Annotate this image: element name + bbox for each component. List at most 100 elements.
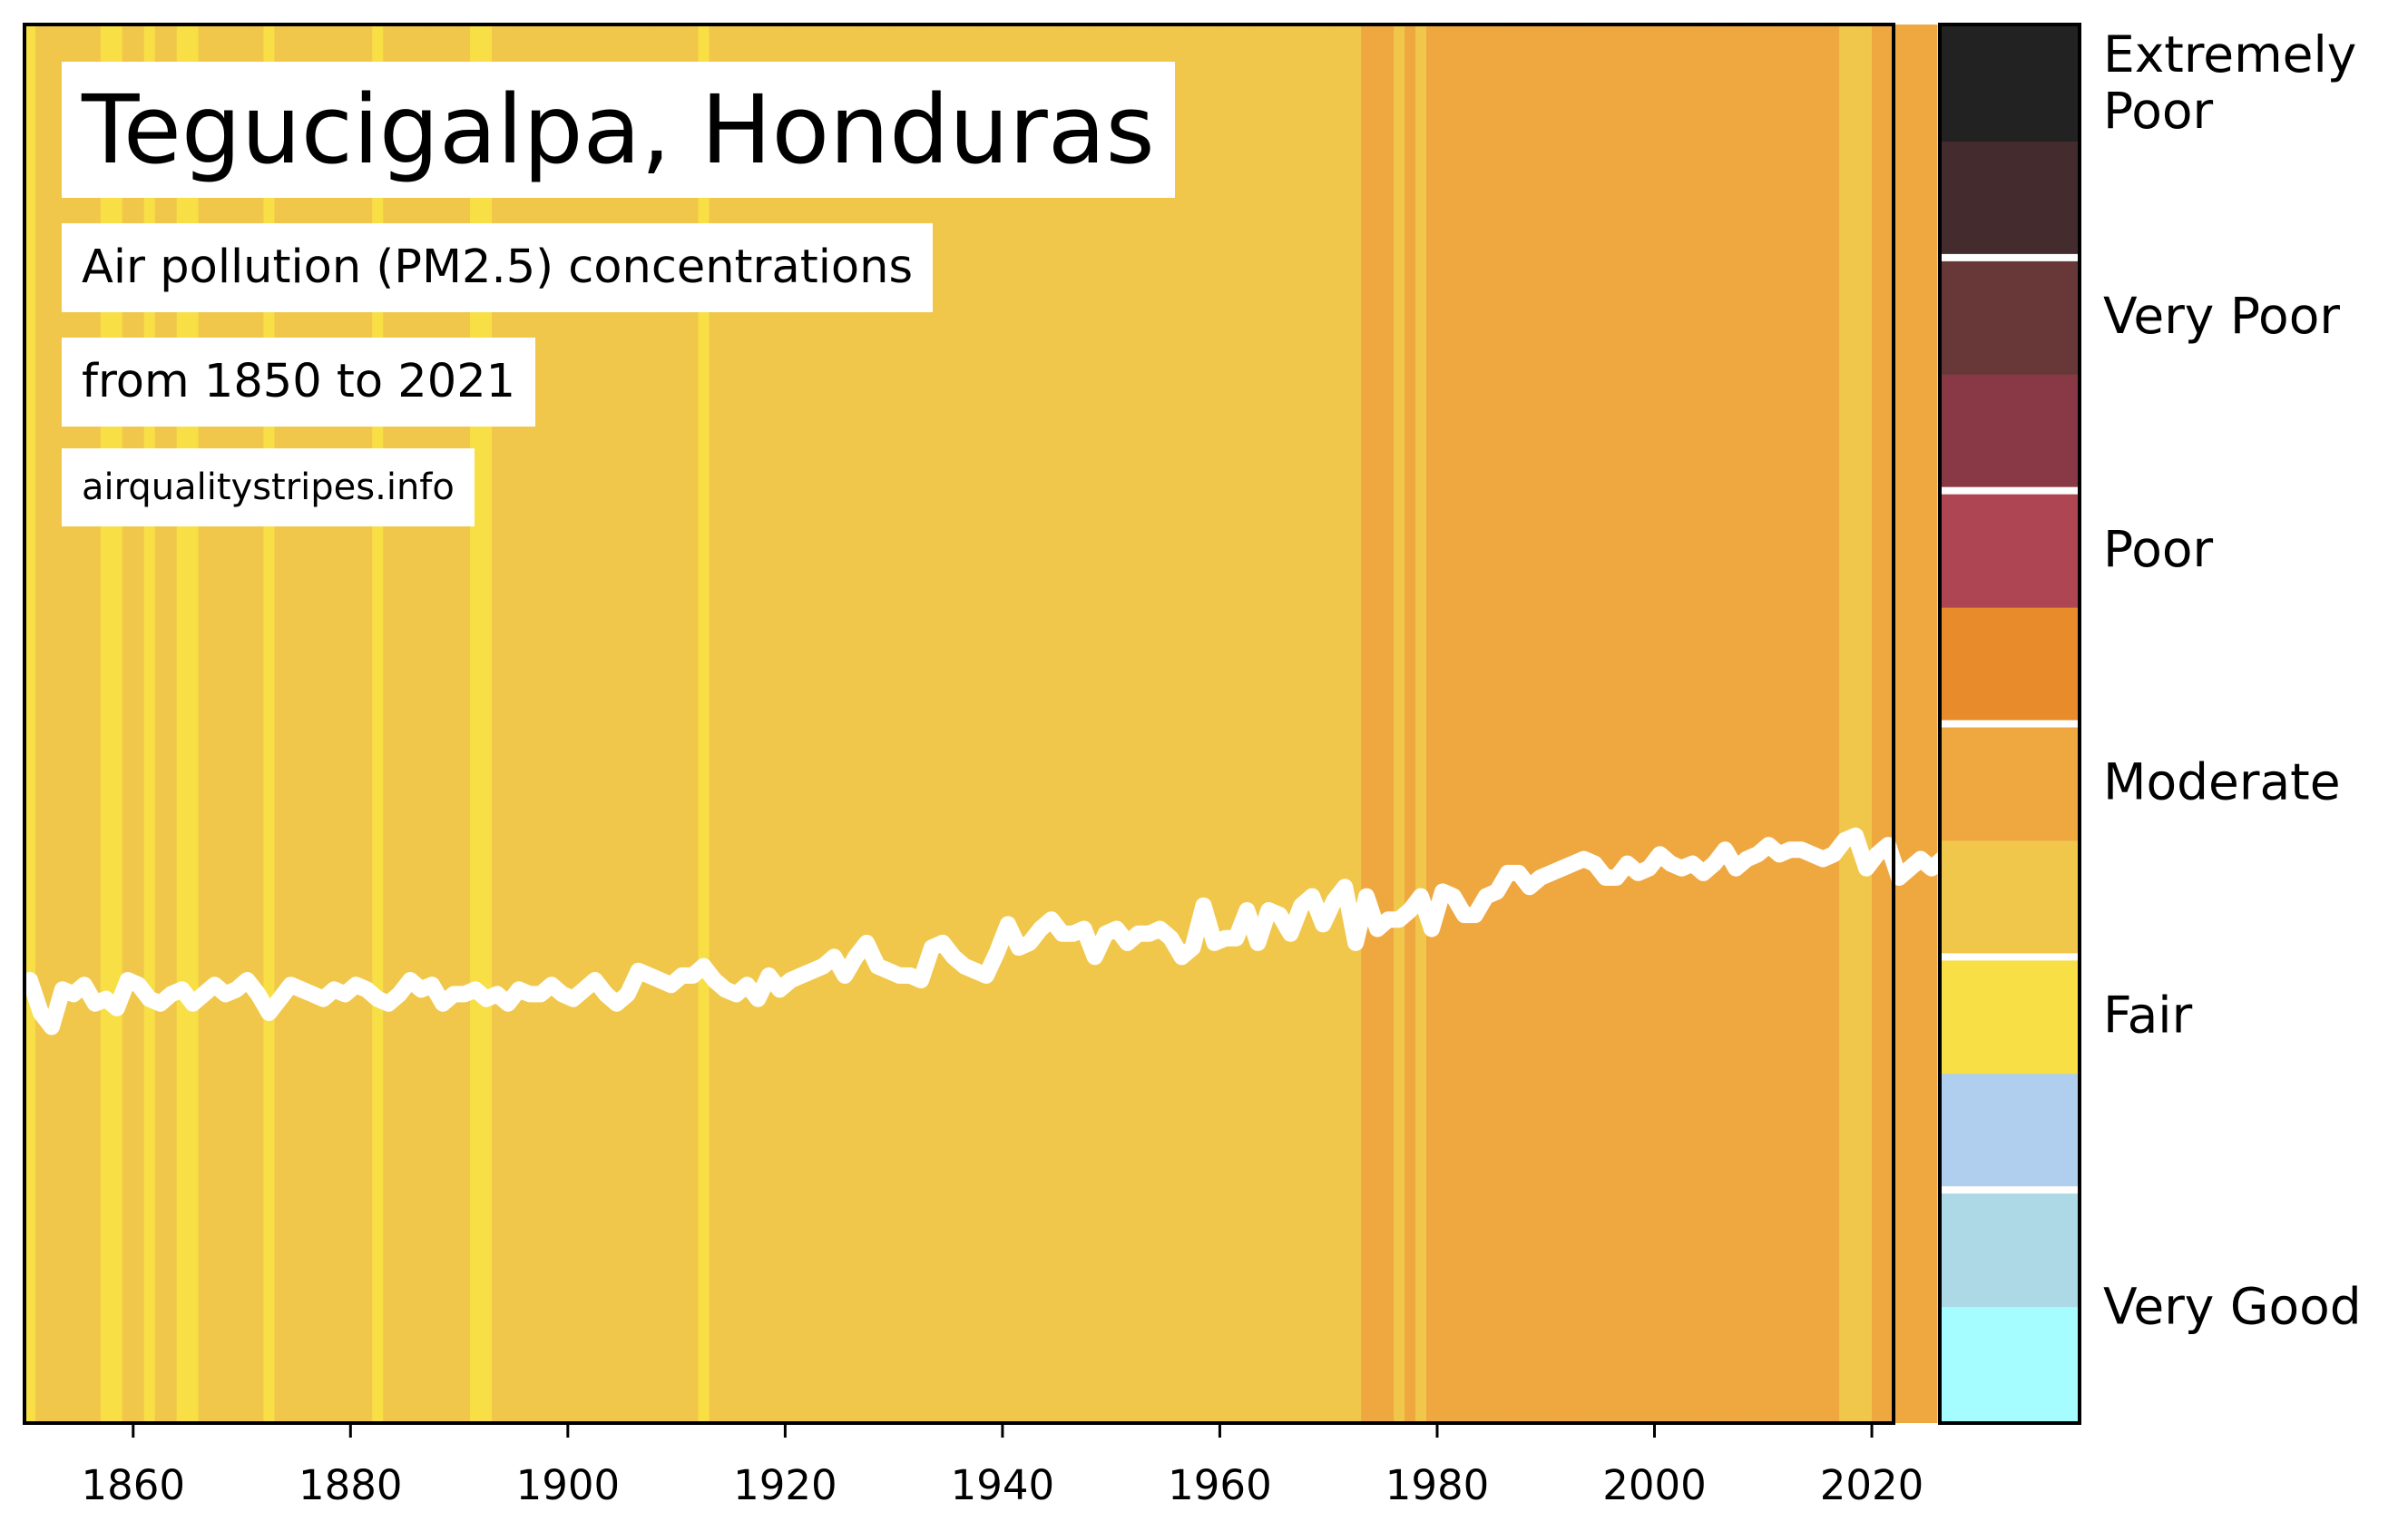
stripe-1897	[534, 25, 547, 1423]
stripe-1907	[643, 25, 656, 1423]
stripe-1910	[676, 25, 689, 1423]
x-tick-label-1900: 1900	[516, 1461, 621, 1509]
stripe-1966	[1285, 25, 1297, 1423]
stripe-1973	[1361, 25, 1373, 1423]
stripe-1962	[1241, 25, 1253, 1423]
stripe-2005	[1708, 25, 1720, 1423]
colorbar-block-6	[1940, 607, 2080, 724]
stripe-2001	[1665, 25, 1678, 1423]
stripe-1899	[556, 25, 569, 1423]
stripe-1940	[1002, 25, 1014, 1423]
stripe-1967	[1296, 25, 1307, 1423]
stripe-1943	[1034, 25, 1047, 1423]
stripe-1992	[1567, 25, 1580, 1423]
stripe-2018	[1850, 25, 1862, 1423]
stripe-2021	[1883, 25, 1894, 1423]
stripe-2022	[1894, 25, 1905, 1423]
stripe-1974	[1372, 25, 1384, 1423]
stripe-1998	[1632, 25, 1645, 1423]
stripe-1953	[1143, 25, 1156, 1423]
stripe-2008	[1741, 25, 1753, 1423]
stripe-1957	[1187, 25, 1199, 1423]
stripe-1997	[1621, 25, 1634, 1423]
stripe-1982	[1458, 25, 1471, 1423]
colorbar-frame	[1938, 23, 2081, 1425]
stripe-1985	[1491, 25, 1503, 1423]
colorbar-block-2	[1940, 1073, 2080, 1191]
stripe-1965	[1274, 25, 1286, 1423]
stripe-1898	[545, 25, 558, 1423]
stripe-1987	[1512, 25, 1525, 1423]
stripe-2002	[1676, 25, 1689, 1423]
x-tick-label-1960: 1960	[1168, 1461, 1272, 1509]
stripe-1927	[861, 25, 873, 1423]
stripe-2007	[1730, 25, 1742, 1423]
line-layer	[22, 827, 1962, 1036]
colorbar-block-1	[1940, 1190, 2080, 1308]
colorbar-label-4: Very Poor	[2103, 287, 2340, 345]
stripe-1906	[632, 25, 645, 1423]
stripe-1958	[1198, 25, 1210, 1423]
stripe-1991	[1556, 25, 1569, 1423]
stripe-1904	[611, 25, 623, 1423]
stripe-1947	[1078, 25, 1091, 1423]
stripe-1939	[991, 25, 1003, 1423]
stripe-1913	[709, 25, 721, 1423]
stripe-1964	[1263, 25, 1275, 1423]
stripe-1960	[1219, 25, 1232, 1423]
chart-title: Tegucigalpa, Honduras	[62, 62, 1175, 198]
stripe-1908	[654, 25, 667, 1423]
stripe-1922	[807, 25, 818, 1423]
colorbar-block-10	[1940, 141, 2080, 259]
stripe-1901	[578, 25, 591, 1423]
stripe-1951	[1121, 25, 1134, 1423]
series-line-0	[22, 827, 1962, 1036]
stripe-1954	[1154, 25, 1167, 1423]
stripe-1851	[34, 25, 47, 1423]
stripe-1924	[828, 25, 840, 1423]
plot-frame	[23, 23, 1895, 1425]
stripe-2012	[1785, 25, 1796, 1423]
x-tick-label-2020: 2020	[1820, 1461, 1924, 1509]
stripe-2023	[1904, 25, 1916, 1423]
stripe-1970	[1328, 25, 1340, 1423]
stripe-1931	[905, 25, 916, 1423]
chart-source: airqualitystripes.info	[62, 448, 475, 526]
stripe-2020	[1872, 25, 1884, 1423]
stripe-2013	[1796, 25, 1807, 1423]
stripe-1986	[1502, 25, 1514, 1423]
colorbar-block-3	[1940, 957, 2080, 1075]
stripe-1937	[969, 25, 982, 1423]
stripe-1955	[1165, 25, 1178, 1423]
stripe-1999	[1643, 25, 1656, 1423]
stripe-1929	[883, 25, 895, 1423]
stripe-2025	[1925, 25, 1938, 1423]
stripe-1850	[24, 25, 36, 1423]
stripe-1936	[959, 25, 971, 1423]
stripe-1994	[1589, 25, 1601, 1423]
stripe-1932	[915, 25, 927, 1423]
colorbar-block-9	[1940, 257, 2080, 375]
stripe-1990	[1545, 25, 1558, 1423]
stripe-2016	[1828, 25, 1840, 1423]
stripe-1941	[1013, 25, 1025, 1423]
stripe-1917	[752, 25, 765, 1423]
stripe-1989	[1534, 25, 1547, 1423]
x-tick-label-1980: 1980	[1385, 1461, 1490, 1509]
stripe-2004	[1698, 25, 1709, 1423]
stripe-1918	[763, 25, 775, 1423]
stripe-1911	[687, 25, 700, 1423]
stripe-2014	[1806, 25, 1818, 1423]
stripe-1914	[719, 25, 732, 1423]
stripe-1996	[1610, 25, 1623, 1423]
chart-subtitle: Air pollution (PM2.5) concentrations	[62, 223, 934, 312]
stripe-2011	[1774, 25, 1786, 1423]
x-tick-label-1920: 1920	[733, 1461, 837, 1509]
stripe-1949	[1100, 25, 1112, 1423]
stripe-1923	[817, 25, 829, 1423]
stripe-1928	[872, 25, 884, 1423]
stripe-1921	[796, 25, 808, 1423]
stripe-1961	[1230, 25, 1242, 1423]
stripe-1976	[1394, 25, 1405, 1423]
colorbar-labels: Very Good Fair Moderate Poor Very Poor Extrem…	[2103, 25, 2362, 1335]
